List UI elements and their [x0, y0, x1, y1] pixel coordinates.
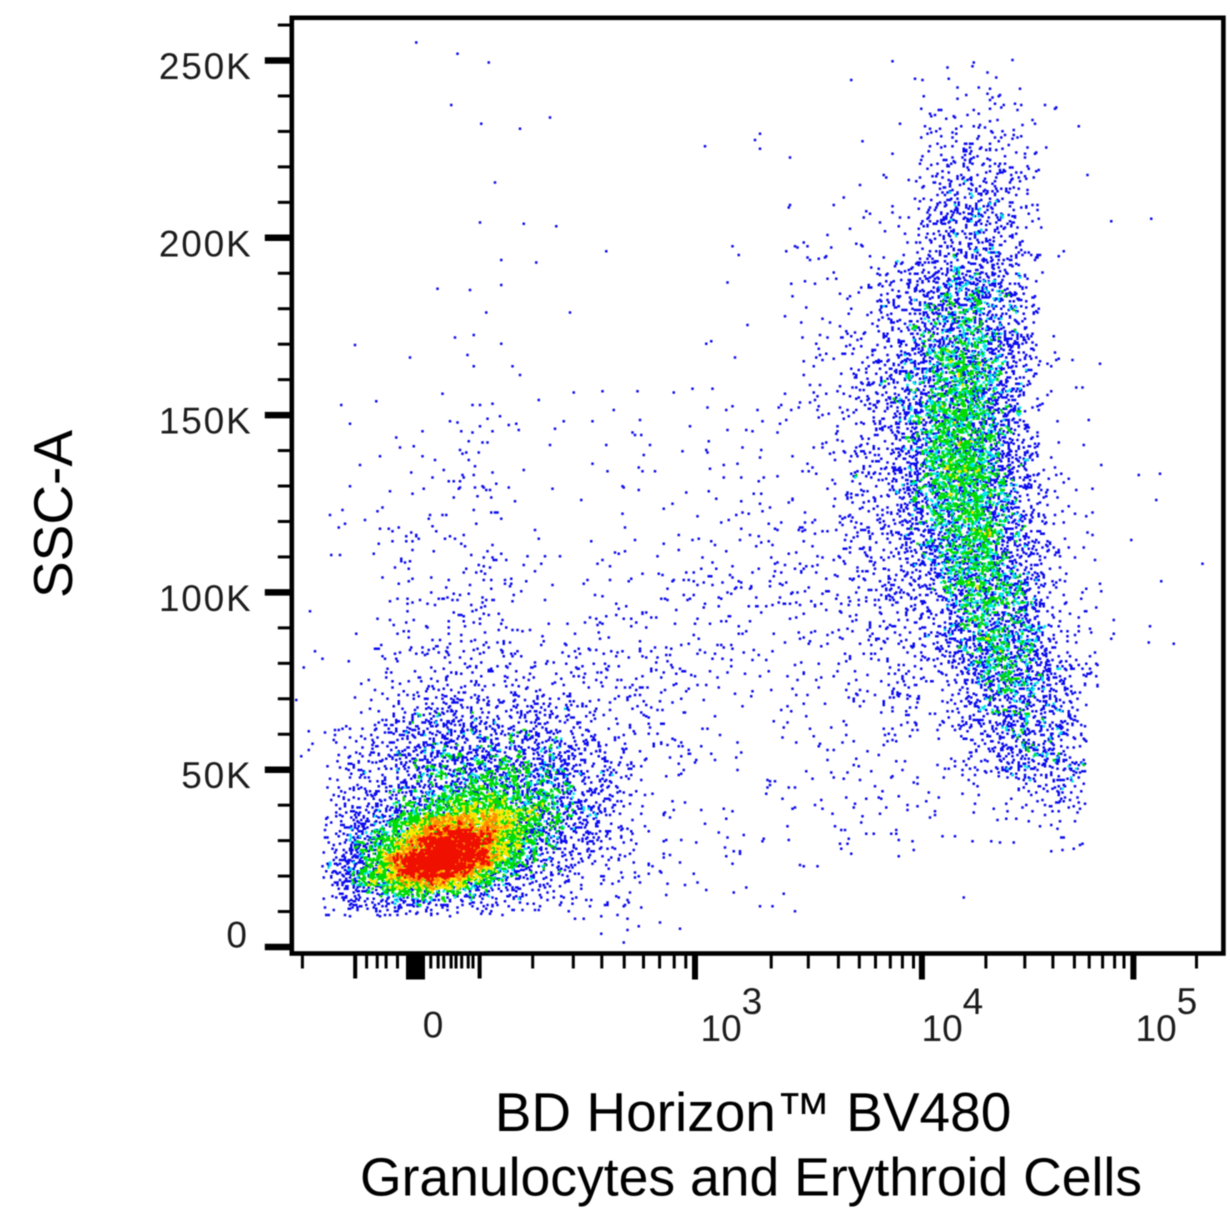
svg-text:0: 0 — [226, 915, 247, 956]
svg-text:100K: 100K — [159, 578, 253, 619]
svg-text:150K: 150K — [159, 401, 253, 442]
svg-text:50K: 50K — [181, 755, 252, 796]
svg-text:BD Horizon™ BV480: BD Horizon™ BV480 — [495, 1081, 1012, 1143]
svg-text:SSC-A: SSC-A — [22, 430, 84, 598]
svg-text:Granulocytes and Erythroid Cel: Granulocytes and Erythroid Cells — [360, 1149, 1142, 1208]
svg-text:250K: 250K — [159, 46, 253, 87]
svg-text:200K: 200K — [159, 223, 253, 264]
svg-text:0: 0 — [423, 1005, 444, 1046]
